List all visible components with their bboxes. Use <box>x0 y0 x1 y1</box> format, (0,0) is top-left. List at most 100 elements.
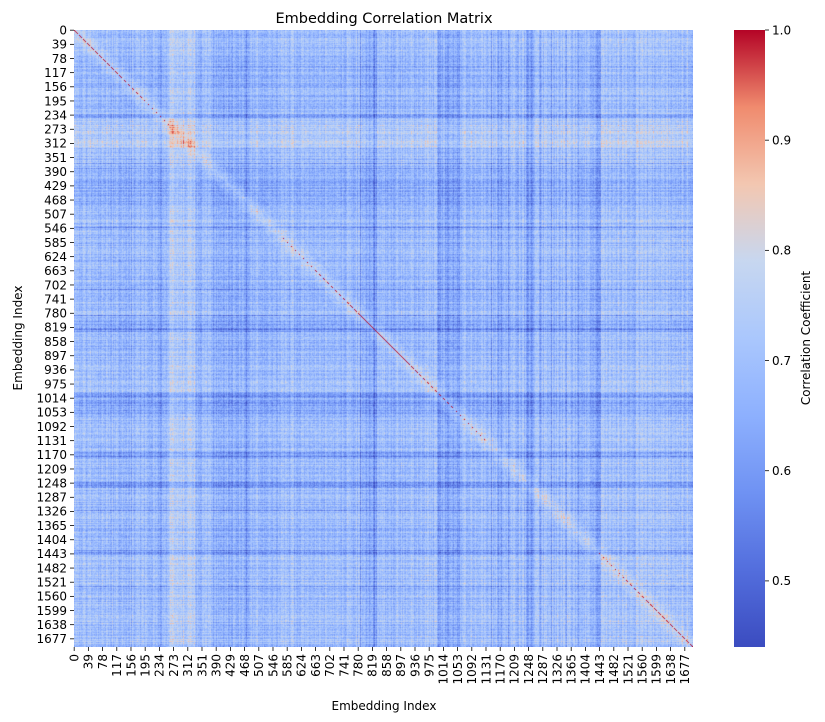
y-tick-label: 1404 <box>36 533 67 547</box>
y-tick-label: 273 <box>44 123 67 137</box>
colorbar-tick-label: 0.6 <box>772 464 791 478</box>
x-tick-label: 975 <box>422 654 436 677</box>
colorbar-tick-label: 1.0 <box>772 23 791 37</box>
y-tick-label: 429 <box>44 179 67 193</box>
x-tick-label: 1560 <box>636 654 650 685</box>
y-tick-label: 741 <box>44 292 67 306</box>
x-tick-label: 156 <box>124 654 138 677</box>
heatmap-area <box>74 30 693 647</box>
x-tick-label: 195 <box>138 654 152 677</box>
x-tick-label: 390 <box>209 654 223 677</box>
y-tick-label: 585 <box>44 236 67 250</box>
x-tick-label: 936 <box>408 654 422 677</box>
y-tick-label: 195 <box>44 94 67 108</box>
y-tick-label: 1638 <box>36 618 67 632</box>
x-axis-title: Embedding Index <box>332 699 437 713</box>
y-tick-label: 1365 <box>36 519 67 533</box>
x-tick-label: 585 <box>280 654 294 677</box>
y-tick-label: 234 <box>44 108 67 122</box>
x-tick-label: 1365 <box>565 654 579 685</box>
y-tick-label: 351 <box>44 151 67 165</box>
y-tick-label: 1599 <box>36 604 67 618</box>
y-tick-label: 390 <box>44 165 67 179</box>
x-tick-label: 429 <box>224 654 238 677</box>
x-tick-label: 897 <box>394 654 408 677</box>
x-tick-label: 663 <box>309 654 323 677</box>
x-tick-label: 507 <box>252 654 266 677</box>
y-tick-label: 117 <box>44 66 67 80</box>
x-tick-label: 858 <box>380 654 394 677</box>
x-tick-label: 1092 <box>465 654 479 685</box>
y-tick-label: 936 <box>44 363 67 377</box>
x-tick-label: 1404 <box>579 654 593 685</box>
x-tick-label: 1209 <box>508 654 522 685</box>
x-tick-label: 117 <box>110 654 124 677</box>
x-tick-label: 312 <box>181 654 195 677</box>
y-tick-label: 1443 <box>36 547 67 561</box>
x-tick-label: 1014 <box>437 654 451 685</box>
y-tick-label: 780 <box>44 307 67 321</box>
x-tick-label: 780 <box>351 654 365 677</box>
x-axis-ticks: 0 39 78 117 156 195 234 273 312 351 390 429 468 507 54… <box>67 647 692 685</box>
y-tick-label: 507 <box>44 207 67 221</box>
y-tick-label: 819 <box>44 321 67 335</box>
x-tick-label: 1287 <box>536 654 550 685</box>
colorbar: 0.5 0.6 0.7 0.8 0.9 1.0 Correlation Coefficie… <box>734 23 813 647</box>
x-tick-label: 1326 <box>550 654 564 685</box>
y-tick-label: 39 <box>52 38 67 52</box>
x-tick-label: 624 <box>295 654 309 677</box>
colorbar-gradient <box>734 30 765 647</box>
y-tick-label: 702 <box>44 278 67 292</box>
y-tick-label: 1482 <box>36 561 67 575</box>
y-tick-label: 1131 <box>36 434 67 448</box>
y-tick-label: 156 <box>44 80 67 94</box>
y-axis-title: Embedding Index <box>11 286 25 391</box>
y-tick-label: 1560 <box>36 590 67 604</box>
x-tick-label: 0 <box>67 654 81 662</box>
x-tick-label: 741 <box>337 654 351 677</box>
y-tick-label: 1677 <box>36 632 67 646</box>
y-tick-label: 1326 <box>36 505 67 519</box>
y-tick-label: 468 <box>44 193 67 207</box>
colorbar-label: Correlation Coefficient <box>799 271 813 406</box>
x-tick-label: 702 <box>323 654 337 677</box>
colorbar-ticks: 0.5 0.6 0.7 0.8 0.9 1.0 <box>765 23 791 588</box>
y-tick-label: 897 <box>44 349 67 363</box>
colorbar-tick-label: 0.7 <box>772 354 791 368</box>
x-tick-label: 1638 <box>664 654 678 685</box>
y-tick-label: 1092 <box>36 420 67 434</box>
x-tick-label: 819 <box>366 654 380 677</box>
chart-title: Embedding Correlation Matrix <box>275 11 492 27</box>
x-tick-label: 1521 <box>621 654 635 685</box>
y-tick-label: 858 <box>44 335 67 349</box>
colorbar-tick-label: 0.8 <box>772 244 791 258</box>
y-tick-label: 312 <box>44 137 67 151</box>
x-tick-label: 1131 <box>479 654 493 685</box>
y-tick-label: 1053 <box>36 406 67 420</box>
y-tick-label: 663 <box>44 264 67 278</box>
x-tick-label: 1170 <box>493 654 507 685</box>
x-tick-label: 78 <box>96 654 110 669</box>
x-tick-label: 1599 <box>650 654 664 685</box>
y-tick-label: 1014 <box>36 392 67 406</box>
x-tick-label: 1053 <box>451 654 465 685</box>
y-tick-label: 1209 <box>36 462 67 476</box>
colorbar-tick-label: 0.9 <box>772 133 791 147</box>
y-tick-label: 624 <box>44 250 67 264</box>
y-tick-label: 1521 <box>36 576 67 590</box>
x-tick-label: 39 <box>82 654 96 669</box>
x-tick-label: 1677 <box>678 654 692 685</box>
y-tick-label: 1170 <box>36 448 67 462</box>
y-axis-ticks: 0397811715619523427331235139042946850754… <box>36 23 74 646</box>
x-tick-label: 1248 <box>522 654 536 685</box>
x-tick-label: 1482 <box>607 654 621 685</box>
y-tick-label: 1248 <box>36 476 67 490</box>
x-tick-label: 234 <box>153 654 167 677</box>
x-tick-label: 351 <box>195 654 209 677</box>
colorbar-tick-label: 0.5 <box>772 574 791 588</box>
x-tick-label: 468 <box>238 654 252 677</box>
y-tick-label: 546 <box>44 222 67 236</box>
x-tick-label: 546 <box>266 654 280 677</box>
y-tick-label: 975 <box>44 377 67 391</box>
